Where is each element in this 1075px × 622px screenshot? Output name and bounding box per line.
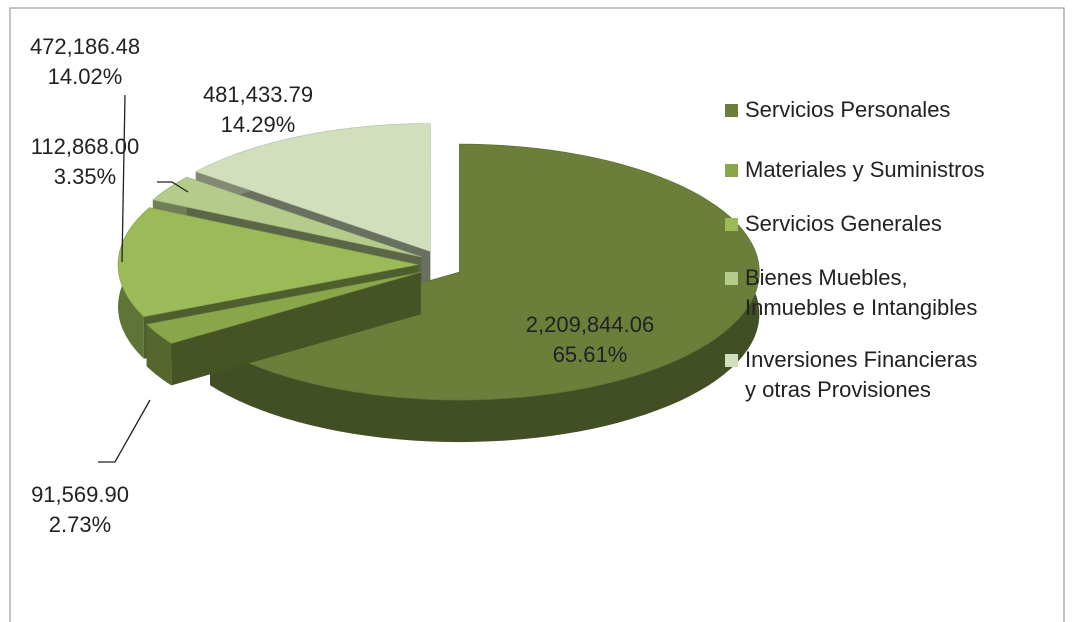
legend-swatch [725, 164, 738, 177]
legend-swatch [725, 272, 738, 285]
slice-top [117, 207, 419, 318]
data-label: 472,186.48 14.02% [30, 32, 140, 92]
percentage-label: 65.61% [552, 342, 628, 367]
legend-label: Bienes Muebles, Inmuebles e Intangibles [745, 265, 978, 320]
leader-line [157, 181, 189, 193]
slice-top [146, 272, 421, 344]
legend-label: Servicios Generales [745, 211, 942, 236]
value-label: 112,868.00 [30, 134, 140, 159]
leader-line [121, 94, 126, 263]
data-label: 481,433.79 14.29% [203, 80, 313, 140]
legend: Servicios Personales Materiales y Suminis… [725, 95, 1025, 405]
slice-top [209, 143, 760, 401]
legend-swatch [725, 354, 738, 367]
percentage-label: 14.02% [47, 64, 123, 89]
slice-radial-face [146, 272, 421, 367]
data-label: 112,868.00 3.35% [31, 132, 139, 192]
data-label: 2,209,844.06 65.61% [526, 310, 654, 370]
data-label: 91,569.90 2.73% [31, 480, 129, 540]
legend-swatch [725, 218, 738, 231]
legend-item: Materiales y Suministros [725, 155, 990, 185]
slice-top [152, 176, 422, 258]
legend-item: Bienes Muebles, Inmuebles e Intangibles [725, 263, 990, 323]
legend-item: Servicios Personales [725, 95, 990, 125]
legend-label: Servicios Personales [745, 97, 951, 122]
value-label: 91,569.90 [31, 482, 129, 507]
slice [146, 272, 421, 386]
legend-item: Inversiones Financieras y otras Provisio… [725, 345, 990, 405]
percentage-label: 3.35% [53, 164, 117, 189]
leader-line [98, 399, 151, 463]
legend-item: Servicios Generales [725, 209, 990, 239]
legend-label: Materiales y Suministros [745, 157, 985, 182]
slice-top [195, 123, 431, 252]
value-label: 2,209,844.06 [525, 312, 655, 337]
pie [117, 123, 760, 443]
legend-label: Inversiones Financieras y otras Provisio… [745, 347, 978, 402]
percentage-label: 14.29% [220, 112, 296, 137]
percentage-label: 2.73% [48, 512, 112, 537]
legend-swatch [725, 104, 738, 117]
value-label: 472,186.48 [29, 34, 141, 59]
value-label: 481,433.79 [202, 82, 314, 107]
frame [9, 7, 1065, 622]
